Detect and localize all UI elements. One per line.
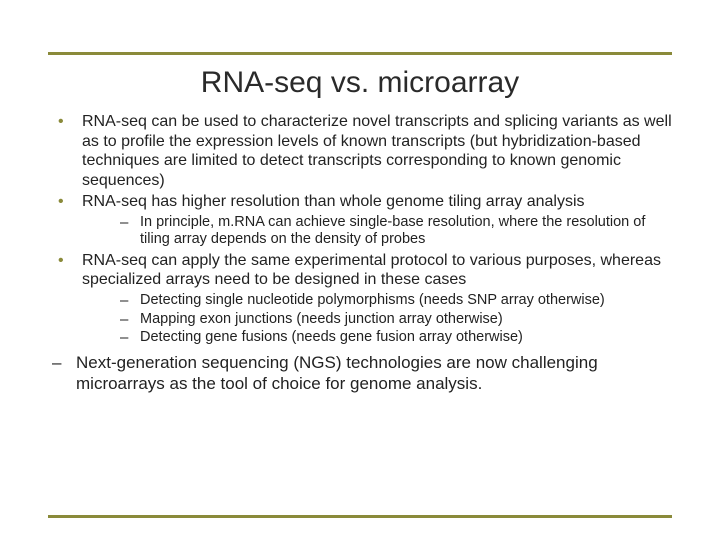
sub-bullet-item: Detecting single nucleotide polymorphism… bbox=[82, 292, 674, 310]
sub-bullet-list: Detecting single nucleotide polymorphism… bbox=[82, 292, 674, 347]
sub-bullet-item: Mapping exon junctions (needs junction a… bbox=[82, 311, 674, 329]
sub-bullet-item: In principle, m.RNA can achieve single-b… bbox=[82, 214, 674, 249]
bullet-item: RNA-seq has higher resolution than whole… bbox=[48, 192, 674, 249]
bullet-item: RNA-seq can be used to characterize nove… bbox=[48, 112, 674, 190]
closing-item: Next-generation sequencing (NGS) technol… bbox=[48, 353, 674, 394]
closing-list: Next-generation sequencing (NGS) technol… bbox=[48, 353, 674, 394]
bullet-item: RNA-seq can apply the same experimental … bbox=[48, 251, 674, 347]
bullet-list: RNA-seq can be used to characterize nove… bbox=[48, 112, 674, 347]
bullet-text: RNA-seq has higher resolution than whole… bbox=[82, 193, 585, 210]
sub-bullet-list: In principle, m.RNA can achieve single-b… bbox=[82, 214, 674, 249]
bottom-divider bbox=[48, 515, 672, 518]
sub-bullet-item: Detecting gene fusions (needs gene fusio… bbox=[82, 329, 674, 347]
slide-title: RNA-seq vs. microarray bbox=[0, 66, 720, 100]
top-divider bbox=[48, 52, 672, 55]
slide-body: RNA-seq can be used to characterize nove… bbox=[48, 112, 674, 395]
bullet-text: RNA-seq can apply the same experimental … bbox=[82, 252, 661, 289]
